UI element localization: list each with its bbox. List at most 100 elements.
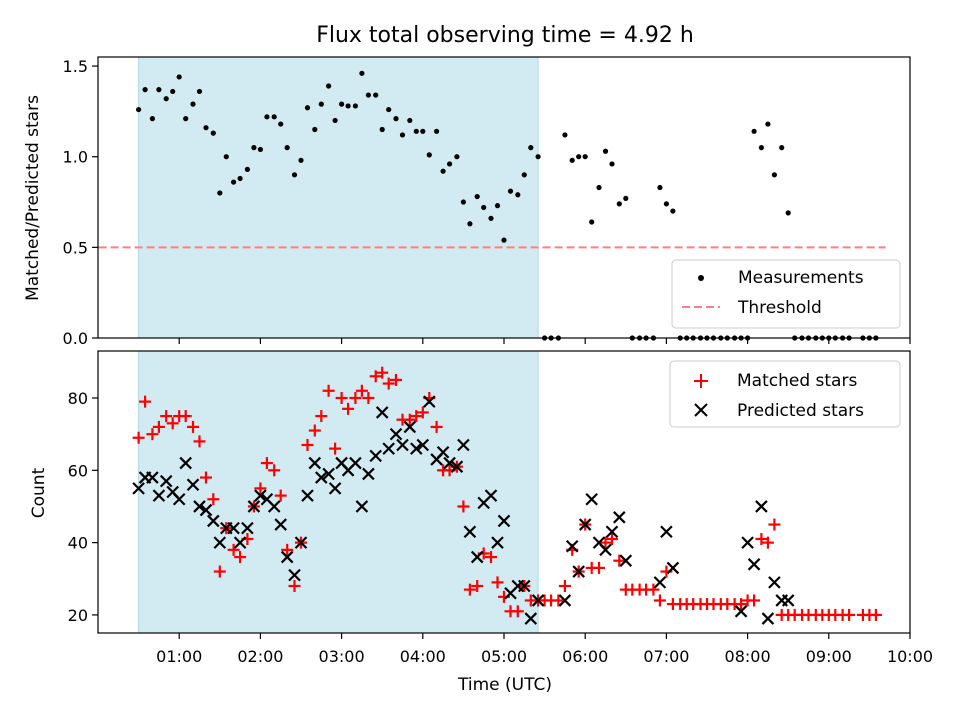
predicted-star-point (660, 525, 673, 539)
measurement-point (528, 145, 534, 151)
matched-star-point (410, 410, 423, 423)
matched-star-point (869, 608, 882, 621)
measurement-point (785, 210, 791, 216)
matched-star-point (390, 373, 403, 386)
matched-star-point (430, 420, 443, 433)
predicted-star-point (349, 456, 362, 470)
matched-star-point (403, 413, 416, 426)
legend-matched-marker (694, 374, 708, 388)
predicted-star-point (781, 594, 795, 607)
measurement-point (413, 128, 419, 134)
predicted-star-point (403, 420, 417, 434)
x-tick-label: 08:00 (725, 647, 771, 666)
top-legend-box (671, 259, 901, 329)
bottom-legend: Matched stars Predicted stars (669, 360, 901, 428)
predicted-star-point (436, 445, 450, 459)
predicted-star-point (524, 612, 538, 625)
x-tick-label: 06:00 (562, 647, 608, 666)
predicted-star-point (761, 612, 775, 625)
matched-star-point (315, 410, 328, 423)
predicted-star-point (382, 442, 395, 455)
measurement-point (663, 201, 670, 207)
x-tick-label: 07:00 (643, 647, 689, 666)
matched-star-point (322, 384, 335, 397)
predicted-star-point (301, 489, 314, 502)
predicted-star-point (605, 525, 619, 539)
x-axis-label: Time (UTC) (457, 675, 552, 695)
measurement-point (271, 114, 277, 120)
legend-threshold-label: Threshold (737, 298, 822, 318)
measurement-point (223, 154, 229, 160)
matched-star-point (179, 410, 192, 423)
matched-star-point (755, 533, 768, 545)
measurement-point (251, 145, 257, 151)
predicted-star-point (396, 438, 409, 452)
matched-star-point (457, 500, 470, 513)
measurement-point (332, 117, 338, 124)
predicted-star-point (152, 489, 166, 502)
matched-star-point (132, 431, 145, 444)
measurement-point (426, 152, 432, 158)
predicted-star-point (274, 518, 287, 531)
matched-star-point (301, 439, 314, 451)
matched-star-point (193, 435, 206, 448)
matched-star-point (599, 536, 612, 549)
measurement-point (758, 145, 765, 151)
bottom-y-tick-label: 60 (68, 461, 88, 480)
measurement-point (257, 146, 263, 153)
measurement-point (339, 101, 345, 107)
matched-star-point (382, 377, 395, 390)
measurement-point (278, 121, 284, 127)
measurement-point (474, 193, 480, 200)
matched-star-point (485, 551, 498, 564)
matched-star-point (349, 392, 362, 404)
predicted-star-point (755, 500, 768, 513)
measurement-point (602, 148, 609, 154)
measurement-point (779, 145, 785, 151)
matched-star-point (254, 482, 267, 495)
predicted-star-point (599, 543, 612, 557)
predicted-star-point (193, 500, 206, 513)
predicted-star-point (389, 427, 403, 441)
bottom-y-tick-label: 80 (68, 389, 88, 408)
matched-star-point (227, 543, 240, 556)
predicted-star-point (518, 579, 531, 593)
predicted-star-point (747, 558, 761, 571)
measurement-point (196, 88, 203, 95)
measurement-point (318, 101, 324, 107)
predicted-star-point (741, 536, 754, 549)
measurement-point (231, 179, 237, 185)
matched-star-point (166, 417, 179, 430)
measurement-point (359, 70, 365, 76)
measurement-point (183, 116, 189, 122)
measurement-point (284, 145, 290, 151)
measurement-point (291, 172, 298, 178)
predicted-star-point (491, 536, 504, 549)
measurement-point (515, 192, 521, 198)
matched-star-point (613, 554, 626, 567)
predicted-star-point (213, 536, 227, 549)
measurement-point (142, 87, 148, 93)
predicted-star-point (497, 514, 511, 528)
measurement-point (298, 157, 304, 163)
predicted-star-point (172, 492, 186, 506)
top-y-axis: 0.0 0.5 1.0 1.5 (63, 57, 98, 348)
matched-star-point (187, 420, 200, 433)
matched-star-point (308, 424, 321, 437)
measurement-point (345, 103, 351, 109)
measurement-point (149, 116, 156, 122)
predicted-star-point (280, 550, 294, 564)
predicted-star-point (322, 467, 335, 481)
measurement-point (616, 201, 622, 207)
measurement-point (751, 128, 757, 134)
predicted-star-point (186, 478, 200, 492)
measurement-point (454, 154, 460, 160)
predicted-star-point (355, 500, 369, 513)
predicted-star-point (146, 471, 159, 484)
legend-matched-label: Matched stars (737, 371, 857, 391)
measurement-point (393, 116, 399, 122)
measurement-point (467, 221, 473, 227)
matched-star-point (593, 561, 606, 574)
